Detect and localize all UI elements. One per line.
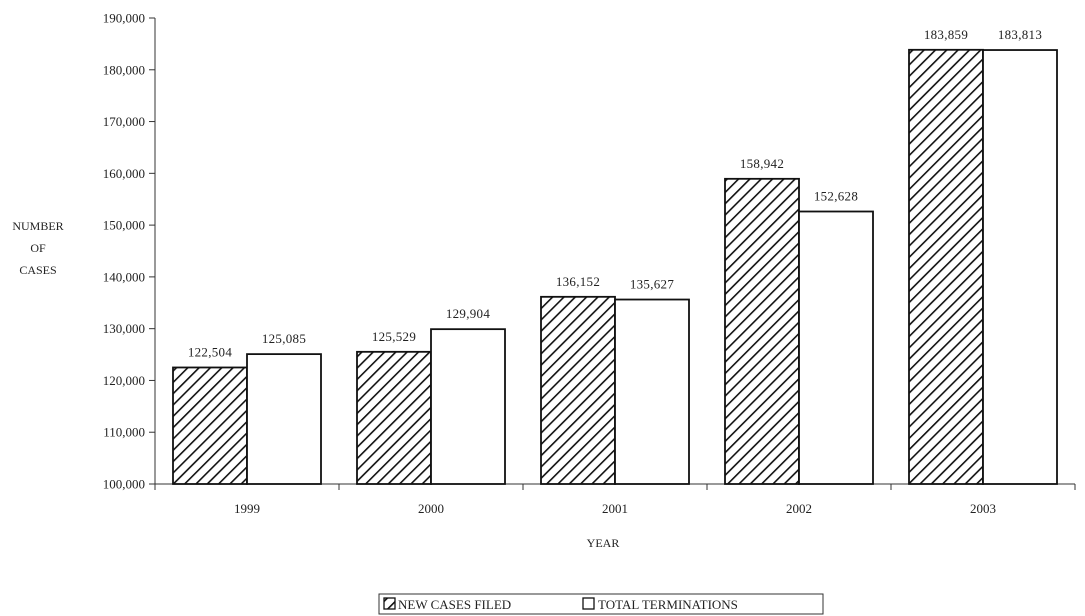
legend-label-new-cases-filed: NEW CASES FILED <box>398 597 511 612</box>
legend-swatch-total-terminations <box>582 597 595 610</box>
y-tick-label: 110,000 <box>103 425 145 440</box>
y-tick-label: 120,000 <box>103 373 145 388</box>
data-label-total-terminations: 125,085 <box>262 331 306 346</box>
x-tick-label: 2001 <box>602 501 628 516</box>
data-label-total-terminations: 183,813 <box>998 27 1042 42</box>
x-tick-label: 2003 <box>970 501 996 516</box>
data-label-new-cases-filed: 183,859 <box>924 27 968 42</box>
y-tick-label: 150,000 <box>103 218 145 233</box>
bar-total-terminations <box>798 210 874 485</box>
bar-series-group <box>172 48 1058 485</box>
y-axis-title: NUMBER OF CASES <box>12 219 63 277</box>
y-tick-label: 170,000 <box>103 114 145 129</box>
bar-total-terminations <box>982 49 1058 485</box>
data-label-total-terminations: 135,627 <box>630 277 675 292</box>
bar-new-cases-filed <box>540 295 616 485</box>
x-axis: 1999 2000 2001 2002 2003 <box>154 483 1076 516</box>
x-tick-label: 2002 <box>786 501 812 516</box>
y-axis: 100,000 110,000 120,000 130,000 140,000 150,0… <box>103 11 156 492</box>
x-tick-label: 1999 <box>234 501 260 516</box>
data-label-total-terminations: 129,904 <box>446 306 491 321</box>
bar-new-cases-filed <box>356 350 432 485</box>
bar-new-cases-filed <box>908 48 984 485</box>
data-label-new-cases-filed: 125,529 <box>372 329 416 344</box>
data-label-total-terminations: 152,628 <box>814 189 858 204</box>
data-label-new-cases-filed: 122,504 <box>188 344 233 359</box>
y-tick-label: 190,000 <box>103 11 145 26</box>
y-axis-title-line-2: OF <box>30 241 46 255</box>
y-tick-label: 140,000 <box>103 269 145 284</box>
y-tick-label: 130,000 <box>103 321 145 336</box>
data-labels-group: 122,504 125,529 136,152 158,942 183,859 125,0… <box>188 27 1042 360</box>
data-label-new-cases-filed: 158,942 <box>740 156 784 171</box>
x-axis-title: YEAR <box>587 536 620 550</box>
y-tick-label: 160,000 <box>103 166 145 181</box>
legend-frame <box>378 593 824 615</box>
y-tick-label: 180,000 <box>103 62 145 77</box>
x-tick-label: 2000 <box>418 501 444 516</box>
bar-total-terminations <box>614 298 690 485</box>
bar-total-terminations <box>430 328 506 485</box>
y-tick-label: 100,000 <box>103 477 145 492</box>
data-label-new-cases-filed: 136,152 <box>556 274 600 289</box>
bar-new-cases-filed <box>172 366 248 485</box>
legend-swatch-new-cases-filed <box>383 597 396 610</box>
bar-total-terminations <box>246 353 322 485</box>
y-axis-title-line-1: NUMBER <box>12 219 63 233</box>
legend: NEW CASES FILED TOTAL TERMINATIONS <box>378 593 824 615</box>
bar-new-cases-filed <box>724 177 800 485</box>
legend-label-total-terminations: TOTAL TERMINATIONS <box>598 597 738 612</box>
y-axis-title-line-3: CASES <box>19 263 56 277</box>
